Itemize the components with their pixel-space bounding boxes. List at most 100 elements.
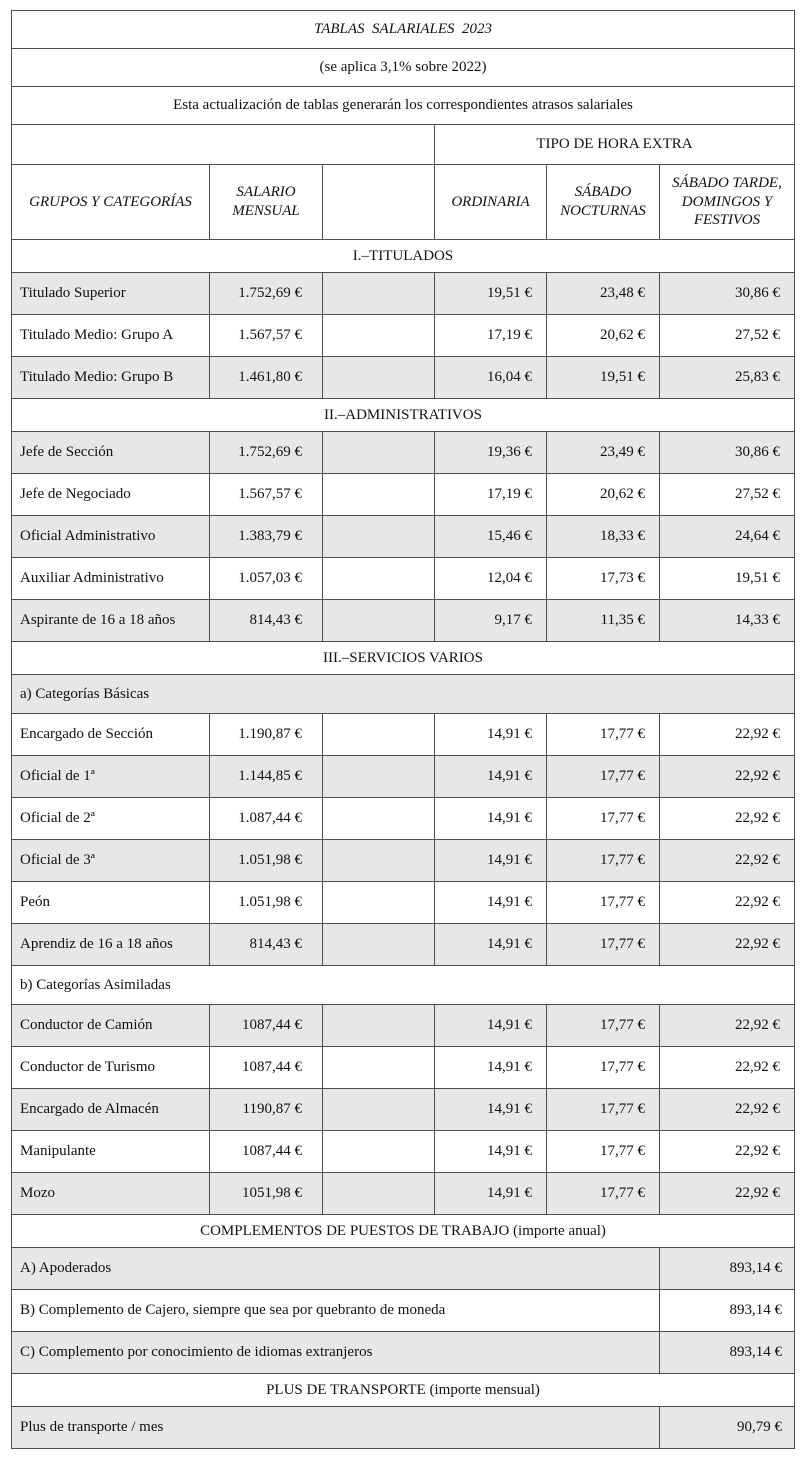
- table-row: Encargado de Almacén 1190,87 € 14,91 €17,7…: [11, 1088, 795, 1131]
- table-row: TABLAS SALARIALES 2023: [11, 10, 795, 49]
- empty-cell: [322, 1046, 435, 1089]
- ordinary-rate-cell: 16,04 €: [434, 356, 547, 399]
- amount-label-cell: C) Complemento por conocimiento de idiom…: [11, 1331, 660, 1374]
- table-row: Oficial Administrativo 1.383,79 € 15,46 €1…: [11, 515, 795, 558]
- table-row: Titulado Medio: Grupo A 1.567,57 € 17,19 €…: [11, 314, 795, 357]
- ordinary-rate-cell: 12,04 €: [434, 557, 547, 600]
- table-row: Esta actualización de tablas generarán l…: [11, 86, 795, 125]
- empty-cell: [322, 599, 435, 642]
- ordinary-rate-cell: 14,91 €: [434, 797, 547, 840]
- category-cell: Titulado Medio: Grupo B: [11, 356, 210, 399]
- ordinary-rate-cell: 9,17 €: [434, 599, 547, 642]
- weekend-rate-cell: 22,92 €: [659, 1172, 795, 1215]
- category-cell: Mozo: [11, 1172, 210, 1215]
- column-header-empty: [322, 164, 435, 240]
- monthly-salary-cell: 1190,87 €: [209, 1088, 323, 1131]
- amount-label-cell: Plus de transporte / mes: [11, 1406, 660, 1449]
- table-row: Aspirante de 16 a 18 años 814,43 € 9,17 €1…: [11, 599, 795, 642]
- amount-label-cell: A) Apoderados: [11, 1247, 660, 1290]
- category-cell: Conductor de Turismo: [11, 1046, 210, 1089]
- table-row: Jefe de Negociado 1.567,57 € 17,19 €20,62 …: [11, 473, 795, 516]
- monthly-salary-cell: 1.087,44 €: [209, 797, 323, 840]
- saturday-night-rate-cell: 18,33 €: [546, 515, 660, 558]
- category-cell: Aprendiz de 16 a 18 años: [11, 923, 210, 966]
- amount-value-cell: 90,79 €: [659, 1406, 795, 1449]
- ordinary-rate-cell: 17,19 €: [434, 473, 547, 516]
- document-note: Esta actualización de tablas generarán l…: [11, 86, 795, 125]
- table-row: Titulado Medio: Grupo B 1.461,80 € 16,04 €…: [11, 356, 795, 399]
- monthly-salary-cell: 814,43 €: [209, 923, 323, 966]
- saturday-night-rate-cell: 17,77 €: [546, 881, 660, 924]
- monthly-salary-cell: 1.567,57 €: [209, 473, 323, 516]
- table-row: I.–TITULADOS: [11, 239, 795, 273]
- monthly-salary-cell: 1.567,57 €: [209, 314, 323, 357]
- ordinary-rate-cell: 14,91 €: [434, 1088, 547, 1131]
- table-row: A) Apoderados 893,14 €: [11, 1247, 795, 1290]
- ordinary-rate-cell: 14,91 €: [434, 839, 547, 882]
- ordinary-rate-cell: 14,91 €: [434, 923, 547, 966]
- ordinary-rate-cell: 15,46 €: [434, 515, 547, 558]
- table-row: C) Complemento por conocimiento de idiom…: [11, 1331, 795, 1374]
- empty-cell: [322, 1088, 435, 1131]
- section-header-cell: I.–TITULADOS: [11, 239, 795, 273]
- column-header-groups: GRUPOS Y CATEGORÍAS: [11, 164, 210, 240]
- saturday-night-rate-cell: 17,77 €: [546, 755, 660, 798]
- document-subtitle: (se aplica 3,1% sobre 2022): [11, 48, 795, 87]
- ordinary-rate-cell: 14,91 €: [434, 1046, 547, 1089]
- category-cell: Conductor de Camión: [11, 1004, 210, 1047]
- category-cell: Titulado Superior: [11, 272, 210, 315]
- weekend-rate-cell: 24,64 €: [659, 515, 795, 558]
- empty-cell: [322, 272, 435, 315]
- table-row: Encargado de Sección 1.190,87 € 14,91 €17,…: [11, 713, 795, 756]
- weekend-rate-cell: 27,52 €: [659, 314, 795, 357]
- category-cell: Aspirante de 16 a 18 años: [11, 599, 210, 642]
- saturday-night-rate-cell: 17,77 €: [546, 713, 660, 756]
- saturday-night-rate-cell: 23,48 €: [546, 272, 660, 315]
- empty-cell: [322, 1004, 435, 1047]
- table-row: COMPLEMENTOS DE PUESTOS DE TRABAJO (impo…: [11, 1214, 795, 1248]
- table-row: TIPO DE HORA EXTRA: [11, 124, 795, 165]
- ordinary-rate-cell: 17,19 €: [434, 314, 547, 357]
- monthly-salary-cell: 1.144,85 €: [209, 755, 323, 798]
- saturday-night-rate-cell: 17,77 €: [546, 1004, 660, 1047]
- saturday-night-rate-cell: 20,62 €: [546, 473, 660, 516]
- table-row: III.–SERVICIOS VARIOS: [11, 641, 795, 675]
- weekend-rate-cell: 22,92 €: [659, 881, 795, 924]
- document-title: TABLAS SALARIALES 2023: [11, 10, 795, 49]
- empty-cell: [322, 1130, 435, 1173]
- monthly-salary-cell: 814,43 €: [209, 599, 323, 642]
- table-row: Oficial de 1ª 1.144,85 € 14,91 €17,77 €22,…: [11, 755, 795, 798]
- weekend-rate-cell: 19,51 €: [659, 557, 795, 600]
- table-row: Conductor de Turismo 1087,44 € 14,91 €17,7…: [11, 1046, 795, 1089]
- weekend-rate-cell: 22,92 €: [659, 1088, 795, 1131]
- subsection-header-cell: b) Categorías Asimiladas: [11, 965, 795, 1005]
- table-row: B) Complemento de Cajero, siempre que se…: [11, 1289, 795, 1332]
- category-cell: Oficial Administrativo: [11, 515, 210, 558]
- monthly-salary-cell: 1.752,69 €: [209, 272, 323, 315]
- empty-cell: [322, 356, 435, 399]
- saturday-night-rate-cell: 17,77 €: [546, 1172, 660, 1215]
- weekend-rate-cell: 22,92 €: [659, 839, 795, 882]
- saturday-night-rate-cell: 17,73 €: [546, 557, 660, 600]
- empty-cell: [322, 797, 435, 840]
- saturday-night-rate-cell: 11,35 €: [546, 599, 660, 642]
- empty-cell: [322, 839, 435, 882]
- section-header-cell: II.–ADMINISTRATIVOS: [11, 398, 795, 432]
- table-row: II.–ADMINISTRATIVOS: [11, 398, 795, 432]
- monthly-salary-cell: 1087,44 €: [209, 1046, 323, 1089]
- monthly-salary-cell: 1087,44 €: [209, 1004, 323, 1047]
- table-row: Oficial de 3ª 1.051,98 € 14,91 €17,77 €22,…: [11, 839, 795, 882]
- table-row: PLUS DE TRANSPORTE (importe mensual): [11, 1373, 795, 1407]
- category-cell: Oficial de 2ª: [11, 797, 210, 840]
- empty-cell: [322, 713, 435, 756]
- empty-cell: [322, 881, 435, 924]
- weekend-rate-cell: 30,86 €: [659, 431, 795, 474]
- saturday-night-rate-cell: 17,77 €: [546, 797, 660, 840]
- section-header-cell: COMPLEMENTOS DE PUESTOS DE TRABAJO (impo…: [11, 1214, 795, 1248]
- ordinary-rate-cell: 14,91 €: [434, 1130, 547, 1173]
- subsection-header-cell: a) Categorías Básicas: [11, 674, 795, 714]
- category-cell: Jefe de Sección: [11, 431, 210, 474]
- table-row: (se aplica 3,1% sobre 2022): [11, 48, 795, 87]
- monthly-salary-cell: 1.051,98 €: [209, 839, 323, 882]
- category-cell: Jefe de Negociado: [11, 473, 210, 516]
